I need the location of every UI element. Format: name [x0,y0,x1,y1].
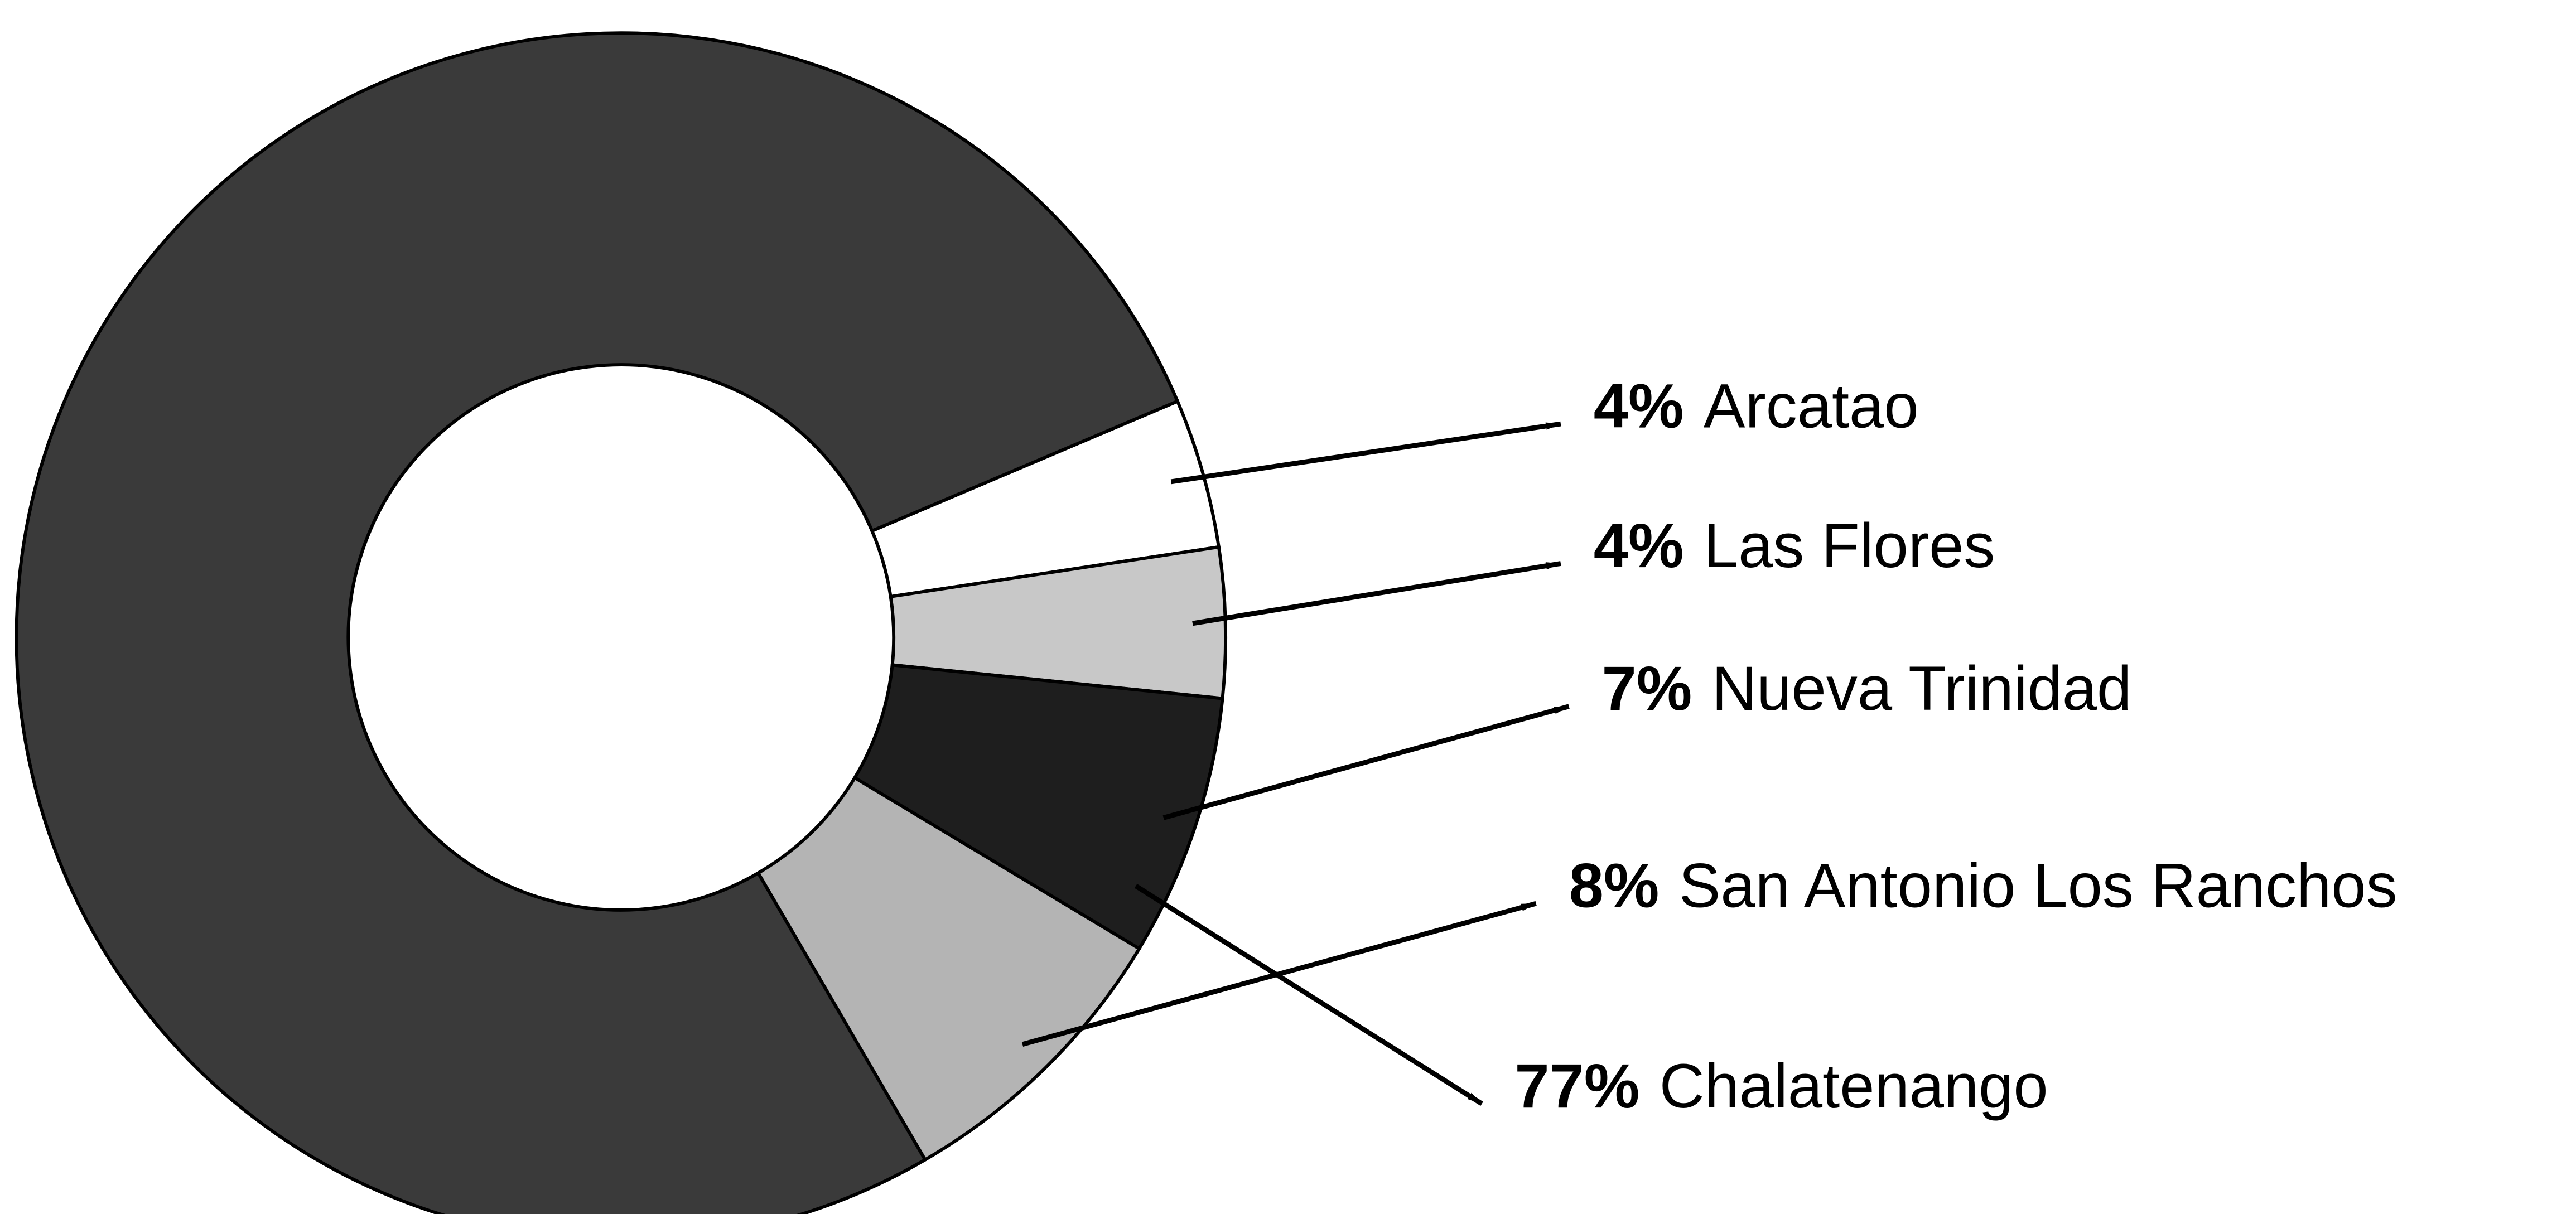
donut-slice [756,775,1142,1162]
slice-label: 4% Las Flores [1594,510,1995,580]
slice-label: 77% Chalatenango [1514,1051,2048,1120]
category-label: Arcatao [1704,371,1919,441]
slice-label: 8% San Antonio Los Ranchos [1569,850,2397,920]
donut-slice [852,663,1224,951]
value-label: 7% [1602,654,1692,723]
leader-arrow [1170,421,1561,485]
value-label: 4% [1594,371,1684,441]
category-label: San Antonio Los Ranchos [1679,850,2397,920]
leader-arrow [1192,561,1561,626]
slice-label: 7% Nueva Trinidad [1602,654,2132,723]
value-label: 8% [1569,850,1660,920]
donut-slice [15,31,1180,1214]
leader-arrow [1134,884,1483,1106]
category-label: Las Flores [1704,510,1995,580]
category-label: Chalatenango [1660,1051,2048,1120]
category-label: Nueva Trinidad [1712,654,2132,723]
slice-label: 4% Arcatao [1594,371,1919,441]
value-label: 4% [1594,510,1684,580]
leader-arrow [1162,704,1570,820]
value-label: 77% [1514,1051,1639,1120]
